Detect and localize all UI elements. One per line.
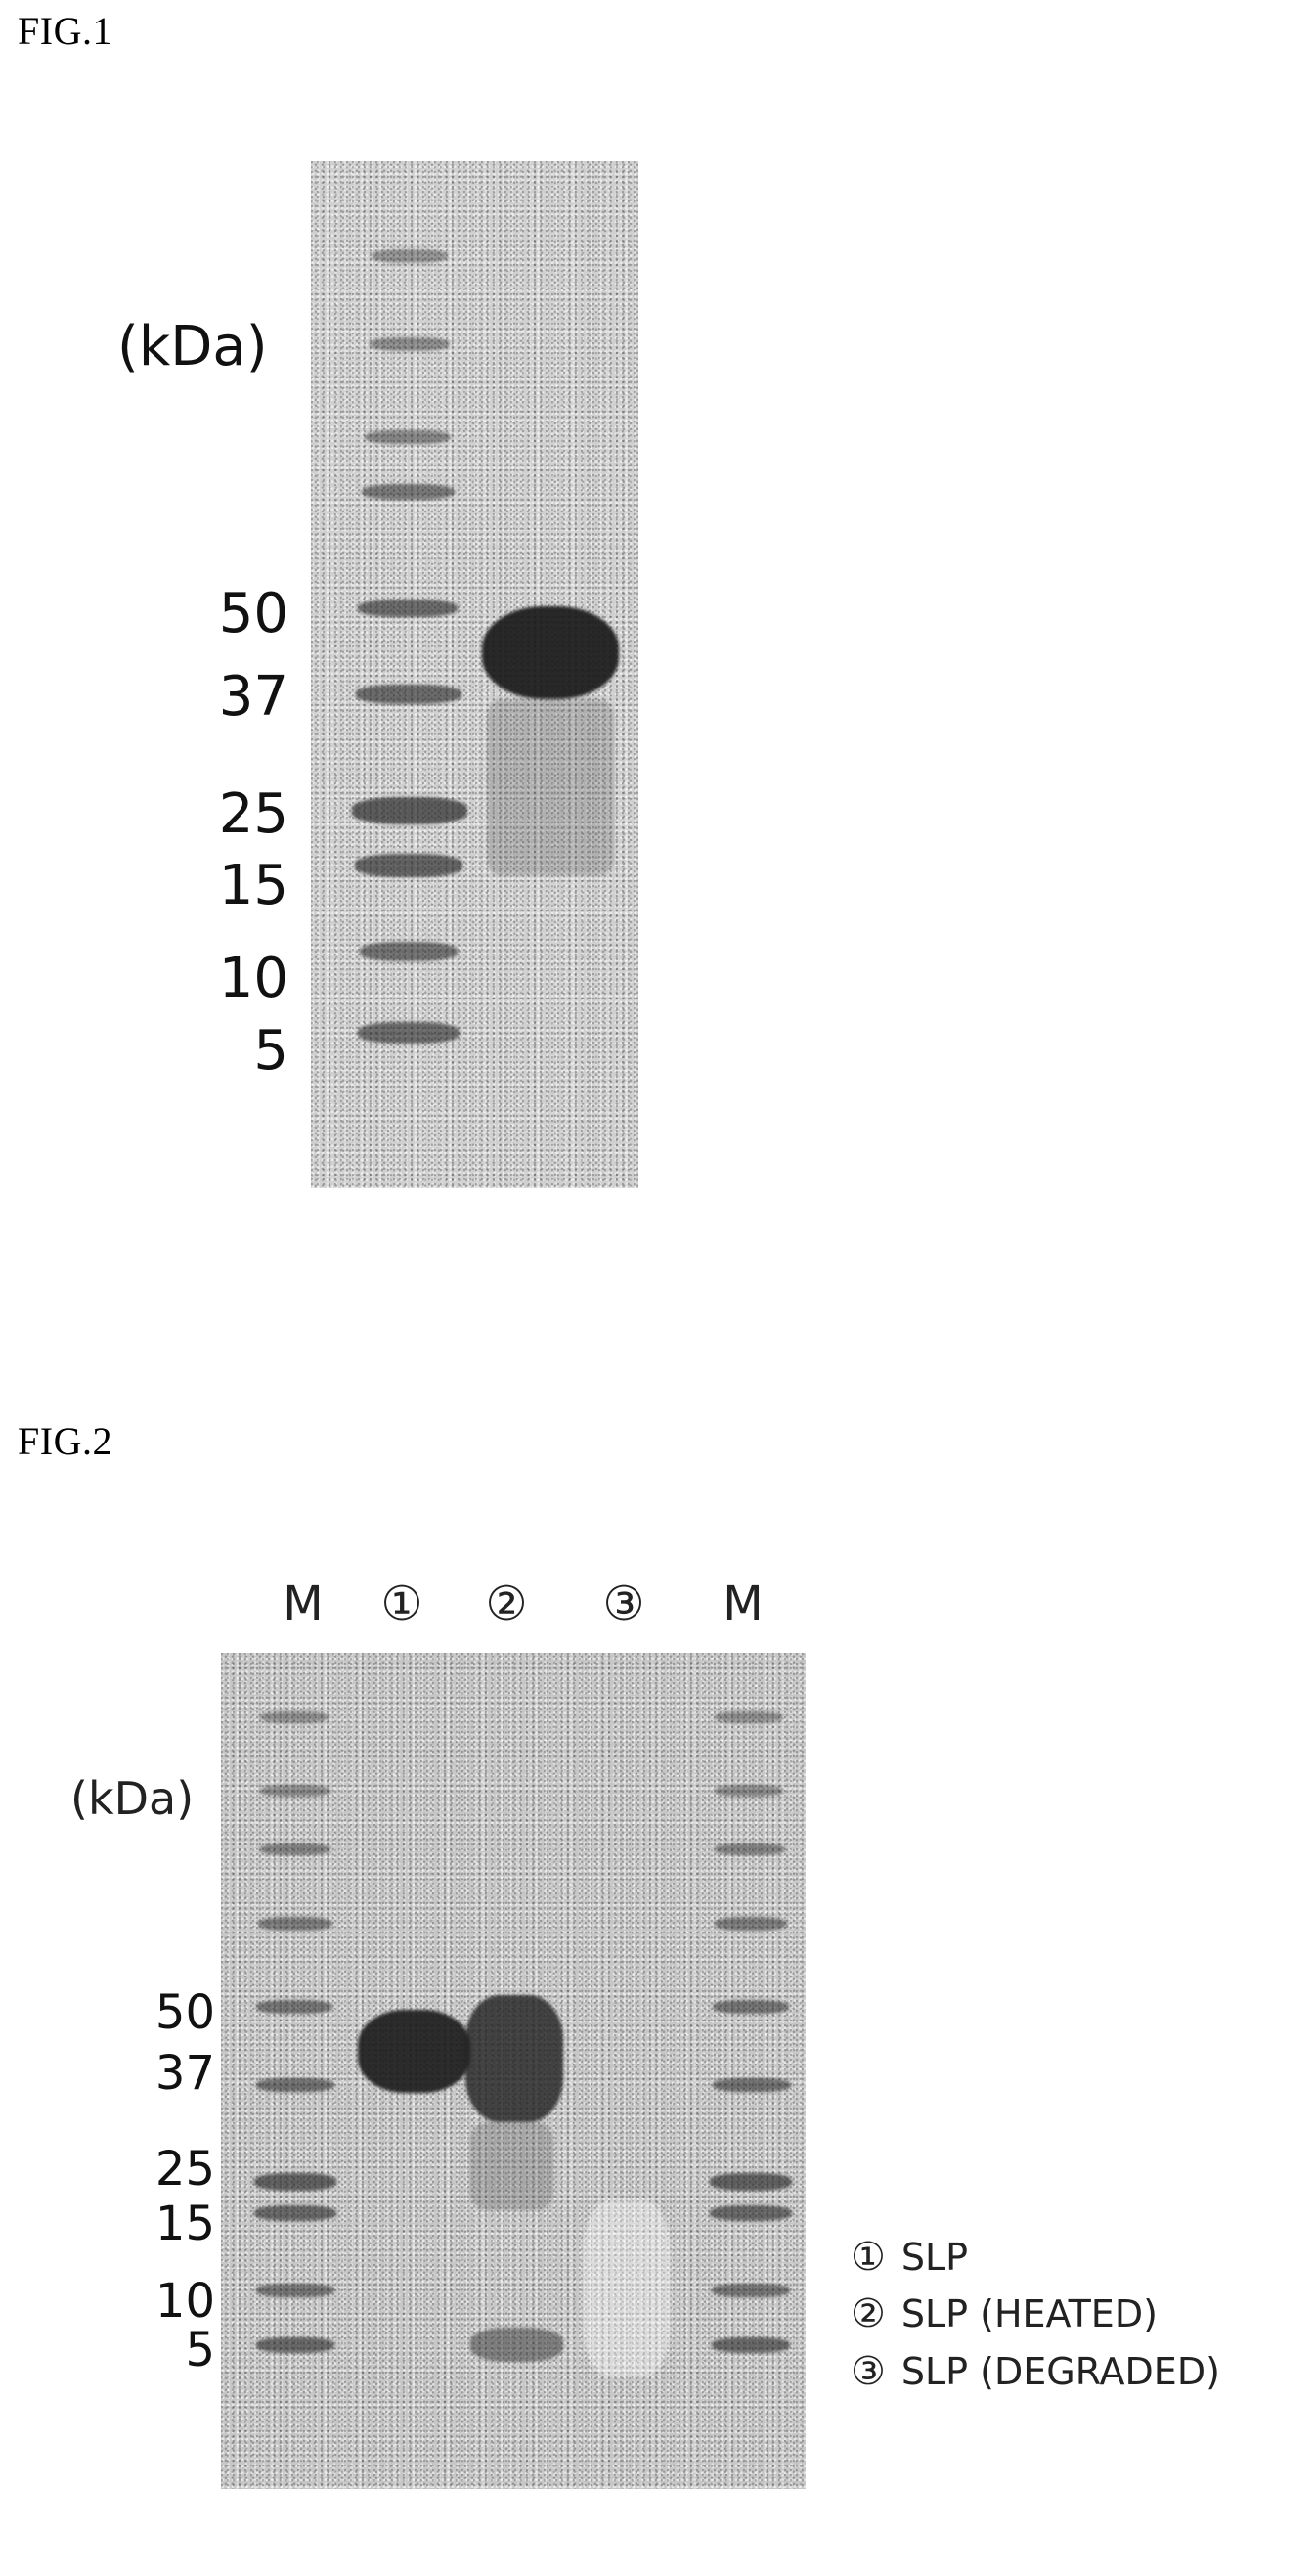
legend-number-1: ① [851, 2235, 886, 2280]
legend-number-2: ② [851, 2291, 886, 2336]
marker-band [256, 2000, 332, 2014]
figure-1-marker-5: 5 [186, 1019, 288, 1083]
figure-2-marker-50: 50 [117, 1985, 215, 2040]
marker-band [358, 1022, 460, 1044]
legend-number-3: ③ [851, 2349, 886, 2394]
marker-band [712, 2284, 790, 2297]
marker-band [362, 484, 455, 500]
legend-item-1: ① SLP [851, 2235, 968, 2280]
figure-1-marker-37: 37 [186, 665, 288, 729]
legend-item-2: ② SLP (HEATED) [851, 2291, 1158, 2336]
figure-2-marker-37: 37 [117, 2046, 215, 2101]
lane-3-degraded-smear [583, 2200, 671, 2376]
marker-band [710, 2173, 792, 2191]
legend-text-2: SLP (HEATED) [901, 2292, 1158, 2335]
figure-1-gel-image [311, 161, 638, 1188]
marker-band [715, 1711, 783, 1723]
figure-1-unit-label: (kDa) [117, 315, 268, 378]
marker-band [254, 2173, 336, 2191]
lane-2-heated-smear [470, 2122, 553, 2210]
marker-band [715, 1785, 783, 1797]
figure-1-marker-10: 10 [186, 947, 288, 1010]
lane-1-slp-band [358, 2010, 470, 2093]
marker-band [360, 942, 458, 961]
marker-band [256, 2078, 334, 2092]
figure-2-marker-15: 15 [117, 2197, 215, 2251]
marker-band [358, 600, 458, 617]
lane-label-1: ① [368, 1577, 436, 1631]
marker-band [713, 2078, 791, 2092]
legend-text-3: SLP (DEGRADED) [901, 2350, 1220, 2393]
marker-band [712, 2337, 790, 2353]
sample-band-slp [482, 606, 619, 699]
marker-band [256, 2337, 334, 2353]
lane-label-marker-right: M [709, 1577, 777, 1631]
figure-2-unit-label: (kDa) [70, 1772, 194, 1825]
figure-2-marker-25: 25 [117, 2142, 215, 2197]
figure-2-gel-image [221, 1653, 806, 2489]
figure-1-marker-15: 15 [186, 854, 288, 917]
marker-band [352, 797, 467, 824]
figure-1-marker-25: 25 [186, 782, 288, 846]
lane-label-3: ③ [590, 1577, 658, 1631]
marker-band [258, 1917, 332, 1931]
marker-band [260, 1711, 329, 1723]
figure-2-marker-10: 10 [117, 2274, 215, 2329]
marker-band [710, 2205, 792, 2221]
marker-band [370, 337, 450, 351]
lane-2-heated-band [465, 1995, 563, 2122]
marker-band [260, 1785, 330, 1797]
lane-label-marker-left: M [269, 1577, 337, 1631]
marker-band [715, 1843, 785, 1855]
sample-smear [487, 699, 614, 875]
marker-band [365, 430, 451, 444]
marker-band [372, 249, 448, 263]
legend-item-3: ③ SLP (DEGRADED) [851, 2349, 1220, 2394]
marker-band [260, 1843, 330, 1855]
figure-1-marker-50: 50 [186, 582, 288, 645]
marker-band [715, 1917, 787, 1931]
figure-2-marker-5: 5 [117, 2323, 215, 2377]
legend-text-1: SLP [901, 2236, 968, 2279]
marker-band [356, 685, 461, 704]
figure-2-title: FIG.2 [18, 1418, 112, 1464]
lane-2-low-band [470, 2328, 563, 2362]
marker-band [254, 2205, 336, 2221]
figure-1-title: FIG.1 [18, 8, 112, 54]
marker-band [256, 2284, 334, 2297]
marker-band [355, 854, 462, 877]
marker-band [713, 2000, 789, 2014]
lane-label-2: ② [472, 1577, 541, 1631]
